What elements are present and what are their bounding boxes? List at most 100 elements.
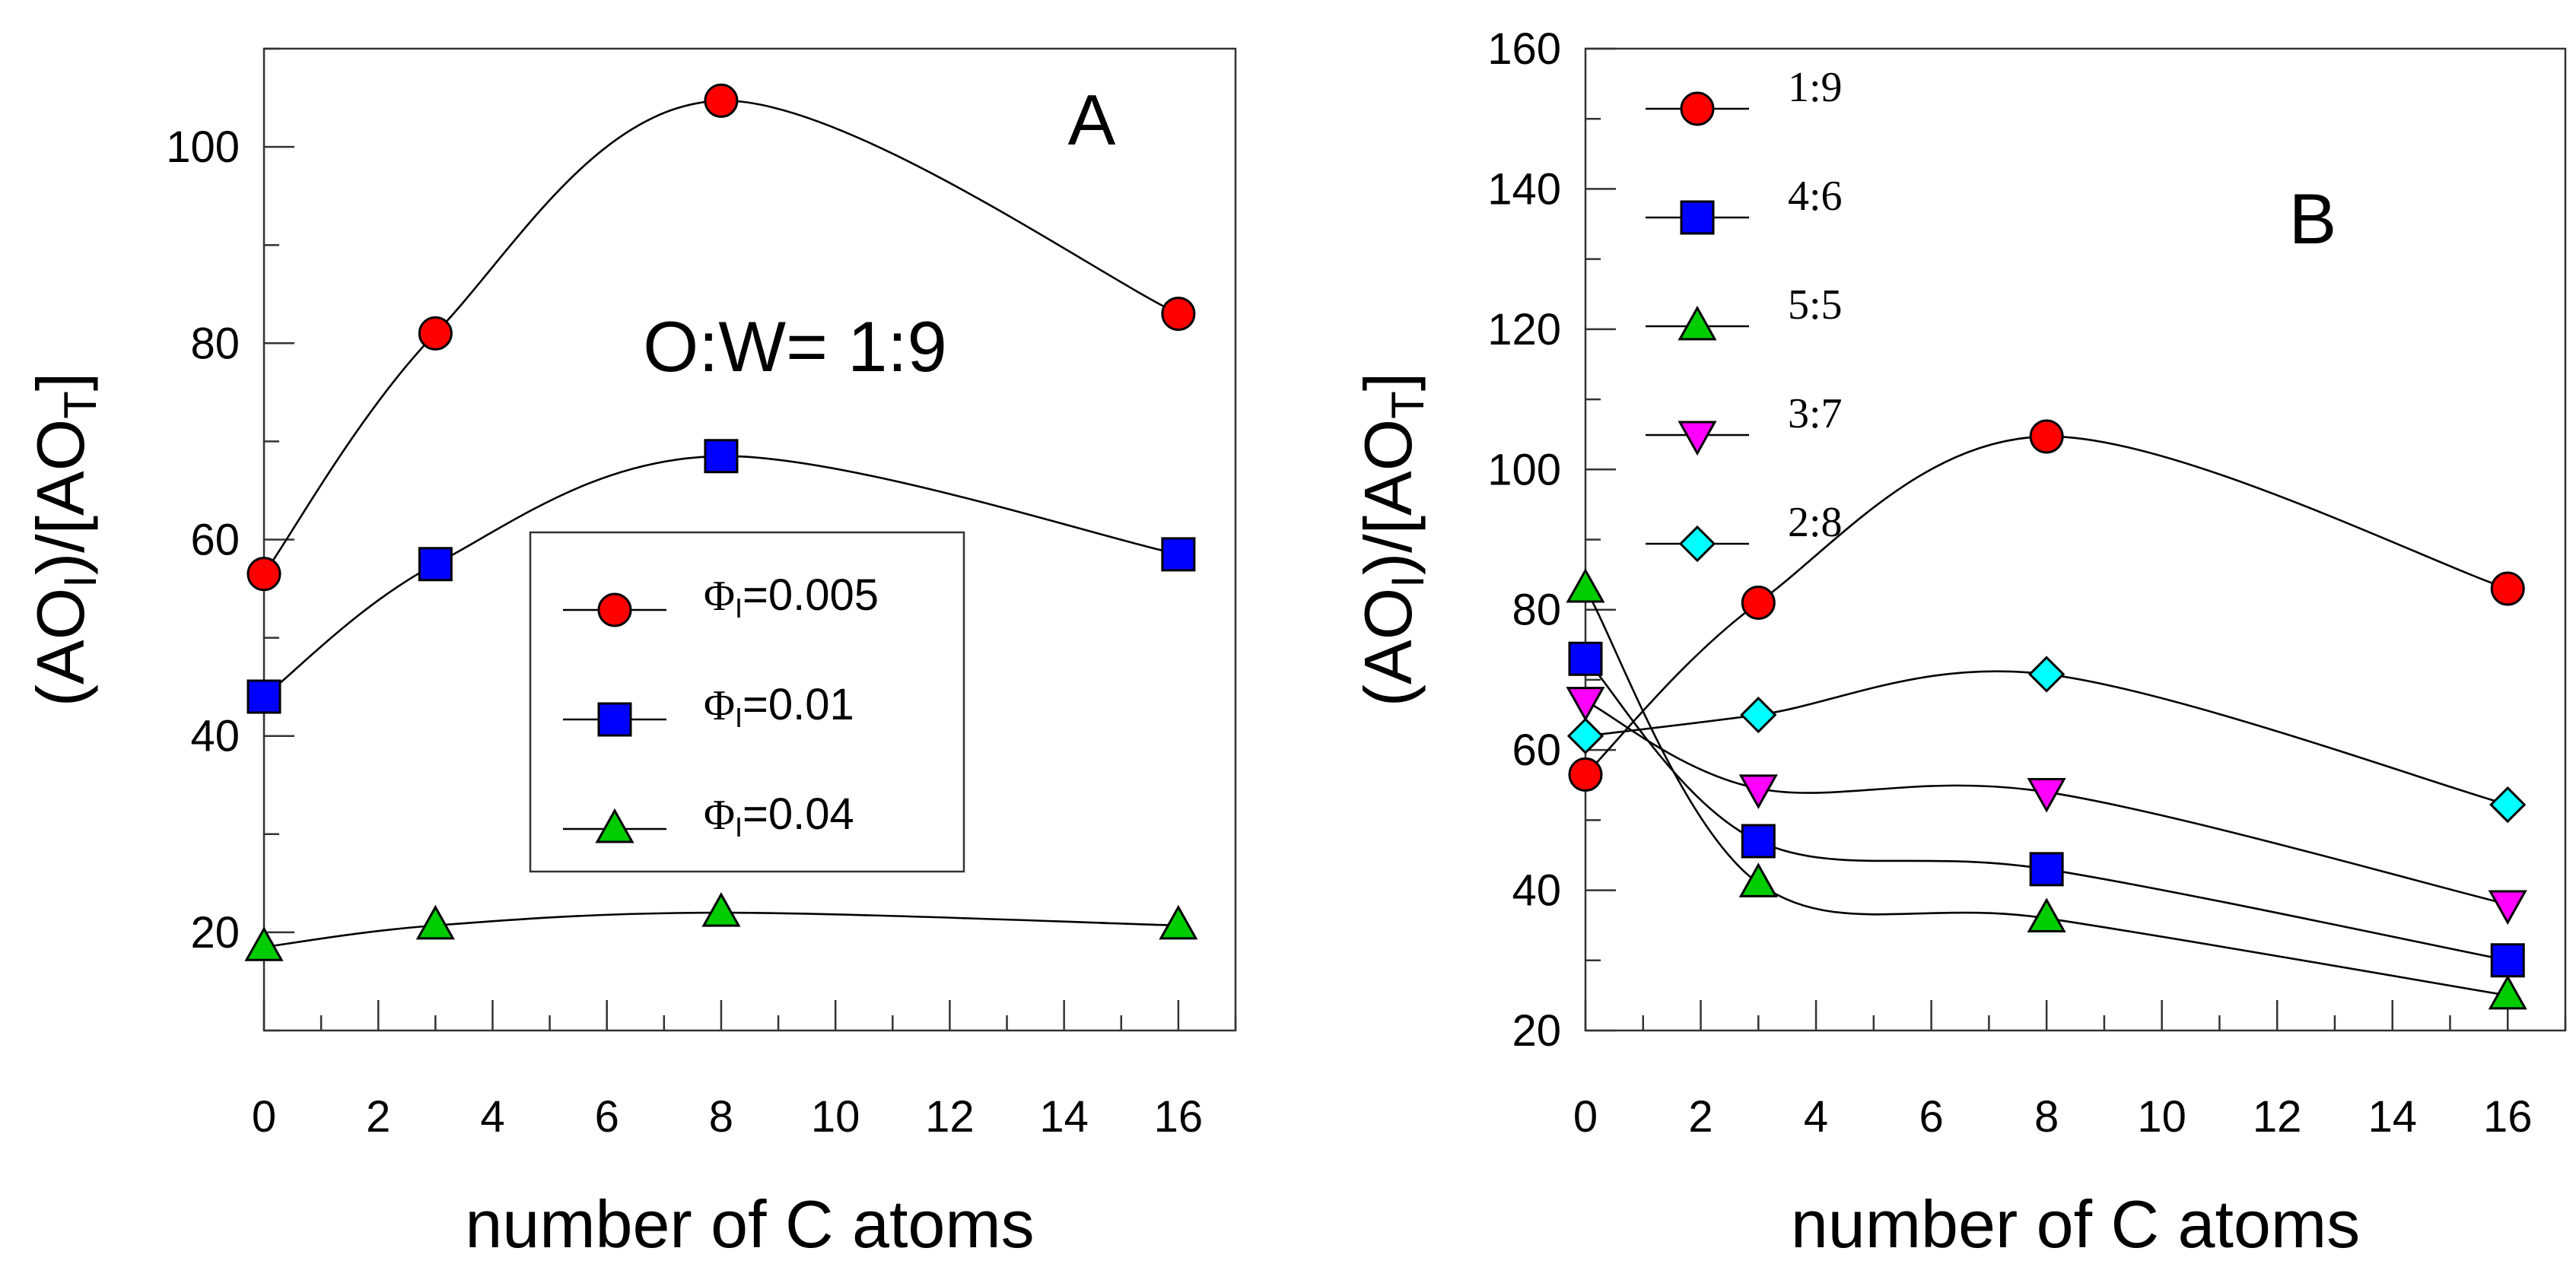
panel-b: B 0 2 4 6 8 10 12 14 16 20 40 60 80 100 120 140 160 numbe… [1350, 24, 2567, 1262]
data-point [2027, 656, 2066, 693]
data-point [1566, 687, 1605, 722]
series-line [262, 100, 1179, 575]
legend: 1:9 4:6 5:5 3:7 2:8 [1646, 64, 1843, 563]
x-tick-label: 6 [595, 1092, 619, 1142]
x-tick-label: 16 [1154, 1092, 1204, 1142]
data-point [246, 557, 281, 592]
legend-marker [597, 592, 632, 627]
x-tick-label: 0 [252, 1092, 276, 1142]
y-tick-label: 160 [1487, 24, 1561, 74]
data-point [418, 316, 453, 351]
y-tick-label: 120 [1487, 305, 1561, 354]
x-tick-label: 2 [366, 1092, 390, 1142]
x-tick-label: 2 [1688, 1092, 1713, 1142]
data-point [2490, 571, 2525, 606]
legend-label: 1:9 [1788, 64, 1843, 111]
data-point [2027, 777, 2066, 813]
y-tick-label: 100 [1487, 445, 1561, 494]
data-point [2488, 890, 2527, 926]
data-point [244, 926, 284, 961]
data-point [1159, 904, 1198, 940]
data-point [1568, 757, 1603, 792]
legend-label: ΦI=0.04 [704, 789, 854, 843]
x-axis-title: number of C atoms [1791, 1186, 2360, 1262]
y-tick-label: 60 [1512, 726, 1561, 775]
data-point [1738, 774, 1778, 809]
x-tick-label: 4 [480, 1092, 504, 1142]
panel-a-letter: A [1068, 80, 1116, 160]
data-point [1738, 862, 1778, 897]
data-point [1741, 824, 1776, 859]
x-tick-label: 0 [1573, 1092, 1598, 1142]
panel-b-letter: B [2289, 179, 2337, 259]
data-point [1566, 567, 1605, 603]
y-tick-label: 40 [190, 712, 240, 761]
series-line [263, 455, 1179, 698]
y-tick-label: 80 [190, 319, 240, 368]
y-tick-label: 140 [1487, 164, 1561, 214]
data-point [2027, 897, 2066, 932]
x-tick-label: 8 [2034, 1092, 2059, 1142]
legend-marker [1678, 305, 1717, 341]
series-line [1585, 658, 2508, 962]
data-point [1161, 297, 1196, 332]
data-point [1566, 717, 1604, 754]
data-point [2029, 852, 2064, 887]
x-tick-label: 16 [2483, 1092, 2533, 1142]
x-tick-label: 14 [1039, 1092, 1089, 1142]
data-point [704, 83, 739, 118]
x-tick-label: 12 [925, 1092, 975, 1142]
x-tick-label: 10 [2137, 1092, 2186, 1142]
y-tick-label: 40 [1512, 866, 1561, 916]
legend-marker [1680, 200, 1715, 235]
legend-label: 5:5 [1788, 281, 1843, 329]
data-point [1161, 537, 1196, 572]
panel-a: A O:W= 1:9 0 2 4 6 8 10 12 14 16 20 40 60 80 100 numbe… [23, 47, 1237, 1262]
data-point [2029, 419, 2064, 454]
y-tick-label: 60 [190, 516, 240, 565]
y-tick-label: 20 [190, 908, 240, 957]
data-point [2488, 974, 2527, 1010]
legend-box [529, 531, 965, 873]
series-line [263, 911, 1178, 948]
data-point [246, 679, 281, 714]
x-tick-label: 14 [2368, 1092, 2417, 1142]
y-tick-label: 100 [166, 122, 240, 172]
data-point [1741, 585, 1776, 620]
plot-frame [262, 47, 1237, 1032]
legend-label: 4:6 [1788, 173, 1843, 220]
legend-label: ΦI=0.005 [704, 570, 879, 624]
legend-marker [597, 702, 632, 737]
plot-frame [1584, 47, 2567, 1032]
y-axis-title: (AOI)/[AOT] [1350, 373, 1433, 707]
y-tick-label: 80 [1512, 586, 1561, 635]
data-point [704, 439, 739, 474]
panel-a-annotation: O:W= 1:9 [643, 306, 947, 386]
series-line [1585, 700, 2508, 906]
series-line [1585, 435, 2508, 776]
x-tick-label: 10 [811, 1092, 860, 1142]
legend-marker [595, 808, 634, 843]
data-point [701, 892, 741, 927]
series-line [1585, 670, 2508, 806]
data-point [2490, 943, 2525, 978]
legend-label: ΦI=0.01 [704, 680, 854, 733]
data-point [415, 904, 455, 940]
data-point [1568, 641, 1603, 676]
x-tick-label: 4 [1804, 1092, 1828, 1142]
x-tick-label: 6 [1919, 1092, 1943, 1142]
series-line [1584, 588, 2508, 997]
data-point [1740, 696, 1777, 734]
y-tick-label: 20 [1512, 1006, 1561, 1056]
legend-label: 3:7 [1788, 390, 1843, 437]
legend-marker [1678, 421, 1717, 456]
x-axis-title: number of C atoms [465, 1186, 1034, 1262]
legend-label: 2:8 [1788, 499, 1843, 546]
legend-marker [1680, 91, 1715, 126]
data-point [2489, 786, 2527, 824]
x-tick-label: 12 [2253, 1092, 2302, 1142]
legend-marker [1678, 525, 1716, 563]
legend: ΦI=0.005 ΦI=0.01 ΦI=0.04 [529, 531, 965, 873]
data-point [418, 547, 453, 582]
